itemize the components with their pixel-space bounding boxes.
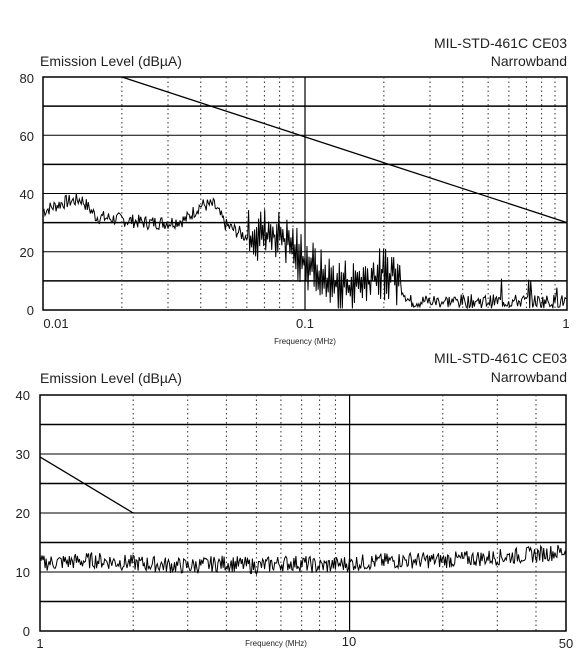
chart-top-ytick-40: 40: [20, 187, 34, 202]
chart-top-ytick-60: 60: [20, 129, 34, 144]
chart-top-xlabel: Frequency (MHz): [274, 337, 336, 346]
chart-top-xtick-0.01: 0.01: [43, 316, 68, 331]
chart-bottom-ytick-20: 20: [16, 506, 30, 521]
chart-bottom-ytick-40: 40: [16, 388, 30, 403]
chart-top-grid: [43, 77, 567, 310]
chart-bottom-ytick-0: 0: [23, 624, 30, 639]
chart-top: MIL-STD-461C CE03 Narrowband Emission Le…: [20, 35, 570, 346]
chart-top-xtick-0.1: 0.1: [296, 316, 314, 331]
chart-bottom-xtick-50: 50: [559, 636, 573, 651]
chart-top-ytick-0: 0: [27, 303, 34, 318]
chart-top-ylabel: Emission Level (dBµA): [40, 53, 182, 69]
chart-bottom-ylabel: Emission Level (dBµA): [40, 370, 182, 386]
chart-bottom-xtick-1: 1: [36, 636, 43, 651]
chart-top-xtick-1: 1: [562, 316, 569, 331]
chart-bottom-title: MIL-STD-461C CE03: [434, 350, 567, 366]
chart-bottom-xlabel: Frequency (MHz): [245, 639, 307, 648]
chart-bottom-ytick-30: 30: [16, 447, 30, 462]
chart-bottom-subtitle: Narrowband: [491, 369, 567, 385]
chart-bottom-limit-line: [39, 456, 566, 514]
chart-bottom-ytick-10: 10: [16, 565, 30, 580]
chart-bottom-measurement-line: [39, 544, 567, 576]
chart-top-limit-line: [121, 76, 568, 224]
chart-top-subtitle: Narrowband: [491, 53, 567, 69]
chart-bottom: MIL-STD-461C CE03 Narrowband Emission Le…: [16, 350, 574, 651]
chart-top-ytick-80: 80: [20, 71, 34, 86]
chart-top-ytick-20: 20: [20, 245, 34, 260]
chart-top-title: MIL-STD-461C CE03: [434, 35, 567, 51]
chart-bottom-xtick-10: 10: [342, 634, 356, 649]
chart-top-measurement-line: [42, 193, 568, 310]
